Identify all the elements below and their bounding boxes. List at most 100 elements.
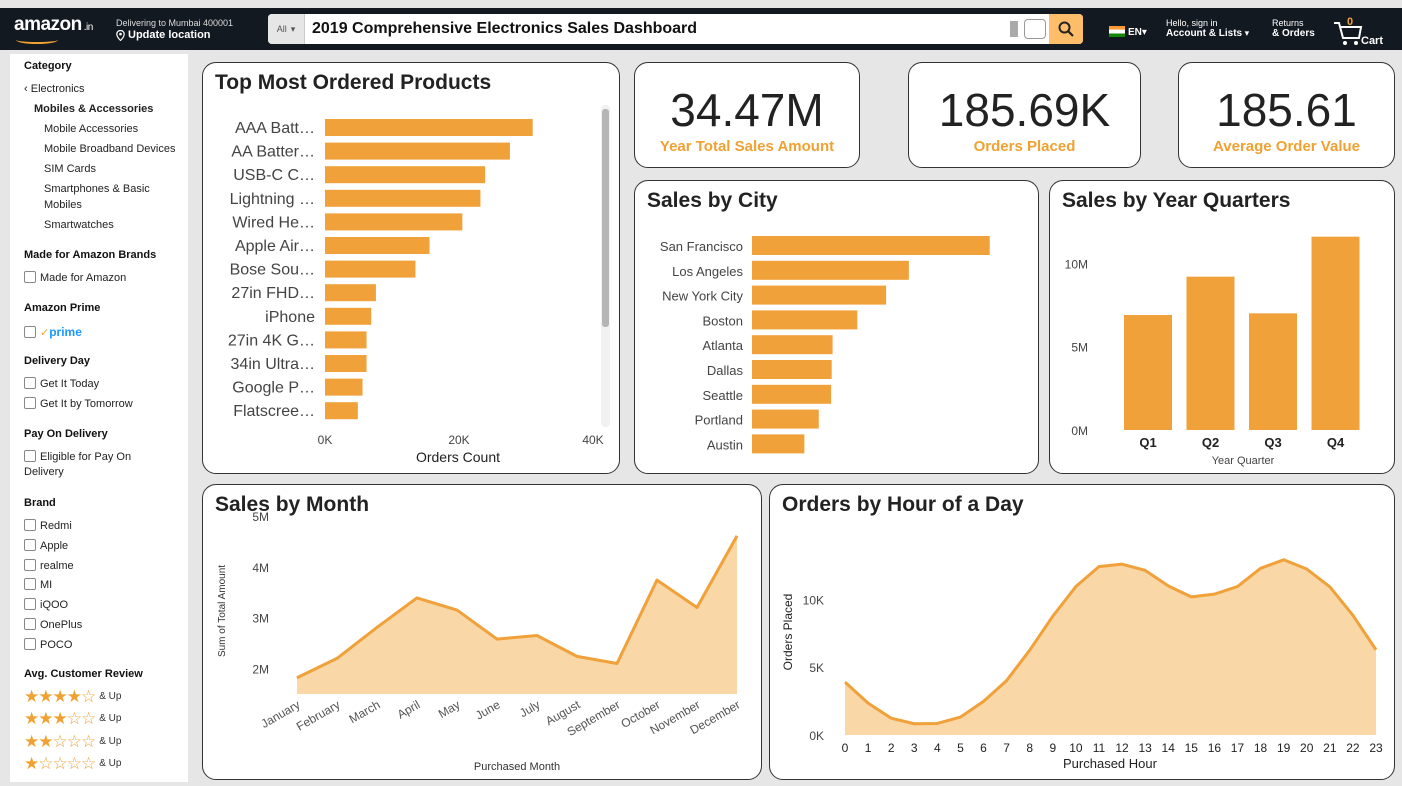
x-tick-label: 0 [842, 741, 849, 755]
delivery-heading: Delivery Day [24, 355, 91, 367]
brand-checkbox[interactable]: iQOO [24, 598, 68, 611]
search-category-dropdown[interactable]: All ▾ [268, 14, 305, 44]
search-bar: All ▾ 2019 Comprehensive Electronics Sale… [268, 14, 1083, 44]
delivery-location-text: Delivering to Mumbai 400001 [116, 18, 234, 28]
orders-by-hour-card: Orders by Hour of a Day 0K 5K 10K 0 1 2 3 4 5 6 7 8… [769, 484, 1395, 780]
chevron-down-icon: ▾ [290, 23, 296, 34]
cart-button[interactable]: 0 Cart [1333, 16, 1393, 47]
kpi-value: 185.61 [1216, 84, 1357, 136]
x-tick-label: 3 [911, 741, 918, 755]
x-tick-label: 1 [865, 741, 872, 755]
x-tick-label: 0K [318, 433, 333, 447]
series-line [296, 535, 739, 680]
y-tick-label: 2M [252, 663, 269, 677]
search-button[interactable] [1049, 14, 1083, 44]
kpi-total-sales: 34.47M Year Total Sales Amount [634, 62, 860, 168]
kpi-label: Year Total Sales Amount [659, 138, 835, 155]
kpi-label: Average Order Value [1212, 138, 1361, 155]
update-location-link[interactable]: Update location [116, 29, 211, 41]
x-tick-label: Q1 [1139, 435, 1156, 450]
category-label: Portland [695, 413, 743, 428]
brand-checkbox[interactable]: MI [24, 578, 52, 591]
x-tick-label: 16 [1208, 741, 1222, 755]
x-tick-label: 23 [1369, 741, 1383, 755]
x-tick-label: 9 [1049, 741, 1056, 755]
category-label: AAA Batt… [235, 120, 315, 137]
x-tick-label: 12 [1115, 741, 1129, 755]
y-tick-label: 3M [252, 612, 269, 626]
brand-checkbox[interactable]: Apple [24, 539, 68, 552]
brand-checkbox[interactable]: OnePlus [24, 618, 82, 631]
returns-orders-link[interactable]: Returns & Orders [1272, 18, 1315, 39]
account-menu[interactable]: Hello, sign in Account & Lists ▾ [1166, 18, 1250, 39]
category-item[interactable]: Mobile Accessories [44, 123, 139, 135]
category-label: Bose Sou… [230, 262, 315, 279]
rating-4-up-filter[interactable]: ★★★★☆ & Up [24, 687, 122, 706]
amazon-logo[interactable]: amazon .in [14, 14, 93, 35]
category-label: Los Angeles [672, 264, 743, 279]
top-products-chart: AAA Batt… AA Batter… USB-C C… Lightning … Wi… [228, 105, 610, 465]
category-label: 27in FHD… [231, 285, 315, 302]
x-tick-label: 7 [1003, 741, 1010, 755]
y-axis-label: Orders Placed [781, 594, 795, 671]
top-products-card: Top Most Ordered Products AAA Batt… AA Ba… [202, 62, 620, 474]
x-axis-label: Purchased Month [474, 761, 560, 773]
sales-by-city-card: Sales by City San Francisco Los Angeles Ne… [634, 180, 1039, 474]
bar [752, 434, 805, 454]
brand-heading: Brand [24, 497, 56, 509]
text-cursor-icon [1010, 21, 1018, 37]
kpi-orders-placed: 185.69K Orders Placed [908, 62, 1141, 168]
bar [325, 237, 430, 254]
category-item[interactable]: SIM Cards [44, 163, 96, 175]
brands-heading: Made for Amazon Brands [24, 249, 157, 261]
bar [752, 285, 887, 305]
x-tick-label: 4 [934, 741, 941, 755]
brand-checkbox[interactable]: Redmi [24, 519, 72, 532]
delivery-option[interactable]: Get It by Tomorrow [24, 397, 133, 410]
x-tick-label: 13 [1138, 741, 1152, 755]
camera-search-icon[interactable] [1024, 19, 1046, 39]
x-tick-label: February [294, 697, 343, 733]
bar [752, 360, 832, 379]
series-line [843, 558, 1378, 726]
sales-by-month-card: Sales by Month 2M 3M 4M 5M January February Ma… [202, 484, 762, 780]
category-label: Atlanta [703, 338, 744, 353]
rating-2-up-filter[interactable]: ★★☆☆☆ & Up [24, 732, 122, 751]
made-for-amazon-checkbox[interactable]: Made for Amazon [24, 271, 126, 284]
sales-by-quarter-chart: 0M 5M 10M Q1 Q2 Q3 Q4 Year Quarter [1065, 236, 1360, 467]
chart-title: Top Most Ordered Products [215, 71, 492, 94]
category-item[interactable]: Mobile Broadband Devices [44, 143, 176, 155]
x-tick-label: 40K [582, 433, 603, 447]
x-tick-label: 2 [888, 741, 895, 755]
delivery-option[interactable]: Get It Today [24, 377, 99, 390]
x-tick-label: Q3 [1264, 435, 1281, 450]
y-tick-label: 10M [1065, 257, 1088, 271]
brand-checkbox[interactable]: realme [24, 559, 74, 572]
pay-heading: Pay On Delivery [24, 428, 108, 440]
category-item[interactable]: Mobiles [44, 199, 82, 211]
rating-3-up-filter[interactable]: ★★★☆☆ & Up [24, 709, 122, 728]
x-tick-label: 15 [1185, 741, 1199, 755]
logo-smile-icon [16, 36, 58, 44]
bar [325, 213, 463, 231]
category-item[interactable]: Smartphones & Basic [44, 183, 150, 195]
subcategory-mobiles-accessories[interactable]: Mobiles & Accessories [34, 103, 154, 115]
area-fill [297, 535, 737, 694]
brand-checkbox[interactable]: POCO [24, 638, 72, 651]
x-tick-label: Q4 [1327, 435, 1345, 450]
pay-on-delivery-label: Delivery [24, 466, 64, 478]
category-label: Wired He… [232, 214, 315, 231]
rating-1-up-filter[interactable]: ★☆☆☆☆ & Up [24, 754, 122, 773]
x-tick-label: 20 [1300, 741, 1314, 755]
pay-on-delivery-checkbox[interactable]: Eligible for Pay On [24, 450, 131, 463]
search-input[interactable]: 2019 Comprehensive Electronics Sales Das… [312, 20, 698, 37]
category-item[interactable]: Smartwatches [44, 219, 114, 231]
category-label: 27in 4K G… [228, 332, 315, 349]
bar [1249, 313, 1297, 430]
back-electronics-link[interactable]: ‹ Electronics [24, 83, 85, 95]
category-label: iPhone [265, 309, 315, 326]
prime-checkbox[interactable]: ✓prime [24, 325, 82, 339]
language-selector[interactable]: EN▾ [1128, 27, 1147, 38]
